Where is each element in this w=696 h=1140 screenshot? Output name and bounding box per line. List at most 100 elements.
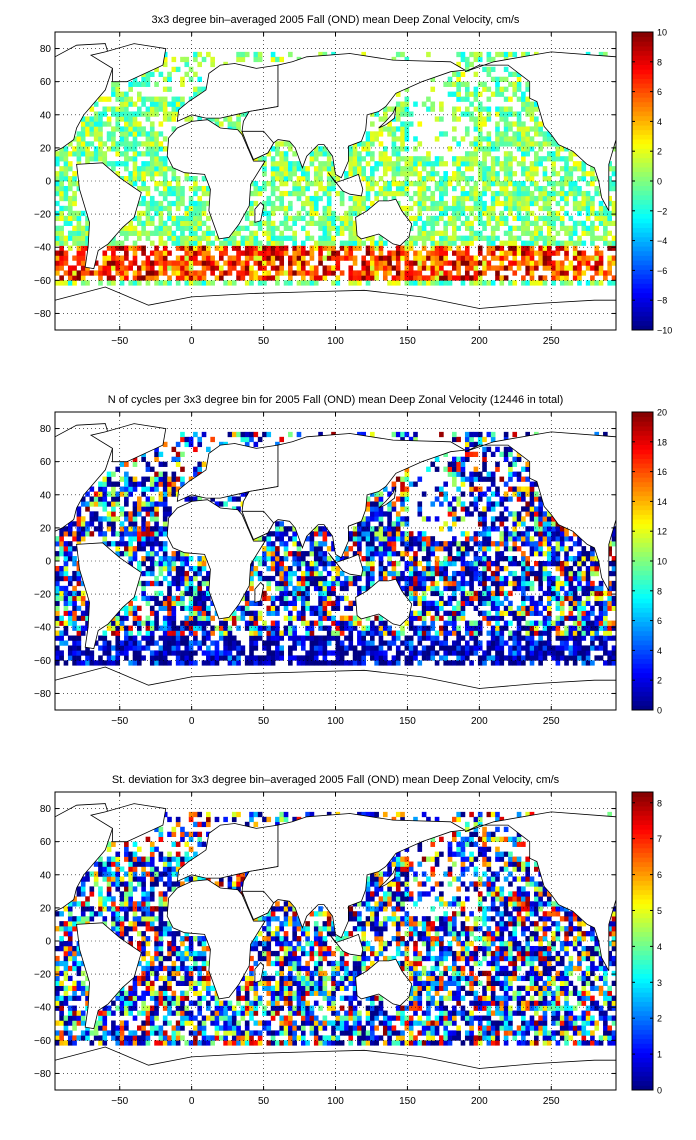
data-cell — [223, 245, 228, 251]
data-cell — [400, 245, 405, 251]
data-cell — [352, 270, 358, 276]
data-cell — [521, 635, 526, 641]
data-cell — [292, 590, 297, 597]
data-cell — [477, 570, 483, 577]
data-cell — [197, 620, 203, 626]
data-cell — [477, 260, 483, 266]
data-cell — [546, 546, 552, 552]
data-cell — [598, 260, 604, 266]
data-cell — [516, 561, 522, 567]
data-cell — [154, 245, 159, 251]
data-cell — [149, 240, 155, 246]
data-cell — [352, 151, 358, 157]
data-cell — [55, 151, 60, 157]
data-cell — [357, 551, 362, 557]
data-cell — [184, 590, 190, 597]
data-cell — [546, 131, 552, 137]
data-cell — [55, 590, 60, 597]
data-cell — [167, 650, 172, 656]
data-cell — [477, 230, 483, 236]
data-cell — [136, 280, 142, 286]
data-cell — [136, 640, 142, 646]
data-cell — [313, 570, 319, 577]
data-cell — [184, 645, 190, 651]
data-cell — [214, 260, 220, 266]
data-cell — [413, 585, 418, 592]
data-cell — [499, 625, 505, 631]
data-cell — [452, 630, 457, 636]
data-cell — [352, 580, 358, 587]
data-cell — [59, 205, 64, 212]
data-cell — [132, 141, 138, 147]
data-cell — [503, 556, 509, 562]
data-cell — [607, 166, 612, 172]
data-cell — [594, 600, 600, 606]
data-cell — [538, 650, 543, 656]
data-cell — [426, 635, 431, 641]
data-cell — [404, 106, 410, 112]
data-cell — [417, 270, 423, 276]
data-cell — [594, 565, 600, 572]
data-cell — [590, 255, 595, 261]
data-cell — [149, 556, 155, 562]
data-cell — [322, 51, 328, 58]
data-cell — [577, 166, 582, 172]
data-cell — [477, 250, 483, 256]
data-cell — [132, 260, 138, 266]
data-cell — [564, 640, 569, 646]
data-cell — [460, 71, 466, 77]
data-cell — [512, 181, 518, 187]
data-cell — [464, 551, 470, 557]
data-cell — [80, 625, 86, 631]
data-cell — [590, 610, 595, 616]
data-cell — [611, 595, 617, 602]
data-cell — [413, 580, 418, 587]
data-cell — [93, 111, 99, 117]
data-cell — [201, 56, 207, 63]
data-cell — [370, 265, 375, 271]
data-cell — [154, 141, 159, 147]
data-cell — [512, 195, 518, 202]
data-cell — [193, 635, 198, 641]
data-cell — [124, 126, 129, 132]
data-cell — [460, 561, 466, 567]
colorbar-tick-label: −2 — [657, 206, 667, 216]
data-cell — [503, 595, 509, 602]
data-cell — [508, 600, 513, 606]
data-cell — [365, 580, 371, 587]
data-cell — [382, 195, 388, 202]
data-cell — [257, 255, 263, 261]
data-cell — [529, 146, 535, 152]
data-cell — [460, 260, 466, 266]
data-cell — [292, 166, 297, 172]
data-cell — [262, 260, 267, 266]
data-cell — [581, 546, 587, 552]
data-cell — [253, 645, 259, 651]
data-cell — [430, 220, 436, 226]
data-cell — [300, 250, 306, 256]
data-cell — [313, 166, 319, 172]
data-cell — [408, 640, 414, 646]
data-cell — [464, 655, 470, 661]
data-cell — [447, 610, 453, 616]
data-cell — [149, 71, 155, 77]
colorbar-step — [632, 246, 653, 252]
data-cell — [348, 265, 354, 271]
data-cell — [76, 615, 82, 621]
data-cell — [529, 645, 535, 651]
data-cell — [115, 551, 121, 557]
data-cell — [162, 635, 168, 641]
data-cell — [460, 161, 466, 167]
data-cell — [495, 575, 500, 582]
data-cell — [486, 280, 492, 286]
data-cell — [171, 640, 177, 646]
data-cell — [244, 620, 250, 626]
data-cell — [80, 590, 86, 597]
data-cell — [149, 121, 155, 127]
data-cell — [408, 195, 414, 202]
data-cell — [529, 270, 535, 276]
data-cell — [201, 275, 207, 281]
data-cell — [482, 590, 487, 597]
data-cell — [426, 546, 431, 552]
